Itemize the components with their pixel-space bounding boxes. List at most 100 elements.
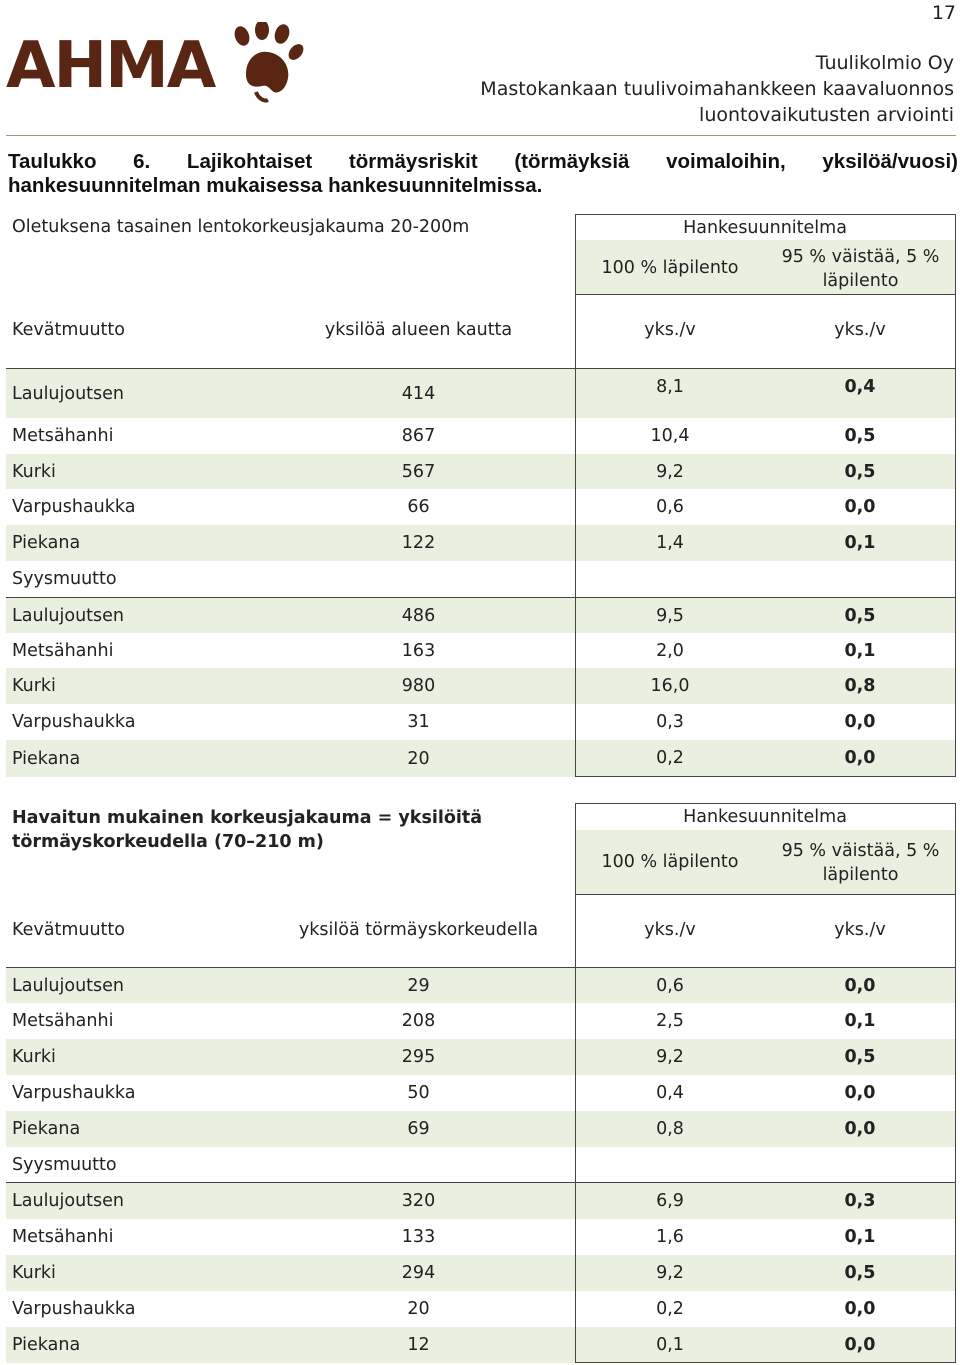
collisions-full-passage: 0,6 xyxy=(656,497,684,517)
species-name: Metsähanhi xyxy=(12,426,114,446)
table-row: Piekana 69 0,8 0,0 xyxy=(6,1111,955,1147)
table-row: Varpushaukka 20 0,2 0,0 xyxy=(6,1291,955,1327)
season-spring: Kevätmuutto xyxy=(12,320,125,340)
count-header: yksilöä alueen kautta xyxy=(324,320,513,340)
header-shade xyxy=(575,240,955,294)
table-title-line-2: törmäyskorkeudella (70–210 m) xyxy=(12,832,324,852)
table-row: Piekana 20 0,2 0,0 xyxy=(6,740,955,777)
collisions-full-passage: 1,4 xyxy=(656,533,684,553)
table-row: Metsähanhi 208 2,5 0,1 xyxy=(6,1003,955,1039)
logo-text: AHMA xyxy=(6,29,216,103)
row-shade xyxy=(575,1183,955,1219)
row-shade xyxy=(575,369,955,418)
species-name: Laulujoutsen xyxy=(12,383,125,404)
collisions-with-avoidance: 0,8 xyxy=(844,676,876,696)
collisions-full-passage: 10,4 xyxy=(650,426,690,446)
row-shade xyxy=(6,668,575,704)
plan-header: Hankesuunnitelma xyxy=(683,807,847,827)
collisions-with-avoidance: 0,1 xyxy=(844,1011,876,1031)
collisions-full-passage: 9,5 xyxy=(656,606,684,626)
collisions-with-avoidance: 0,0 xyxy=(844,497,876,517)
row-shade xyxy=(6,454,575,489)
bird-count: 567 xyxy=(401,461,436,482)
caption-word: yksilöä/vuosi) xyxy=(822,150,958,173)
row-shade xyxy=(575,668,955,704)
row-shade xyxy=(6,1183,575,1219)
collisions-with-avoidance: 0,5 xyxy=(844,606,876,626)
company-logo: AHMA xyxy=(6,22,306,106)
collisions-with-avoidance: 0,0 xyxy=(844,1119,876,1139)
species-name: Varpushaukka xyxy=(12,1083,136,1103)
row-shade xyxy=(6,598,575,633)
collisions-full-passage: 0,2 xyxy=(656,748,684,768)
header-shade xyxy=(575,830,955,894)
season-row: Syysmuutto xyxy=(6,1147,955,1182)
bird-count: 69 xyxy=(407,1119,430,1139)
species-name: Piekana xyxy=(12,533,81,553)
collisions-full-passage: 0,6 xyxy=(656,976,684,996)
table-row: Laulujoutsen 29 0,6 0,0 xyxy=(6,968,955,1003)
count-header: yksilöä törmäyskorkeudella xyxy=(298,920,539,940)
table-row: Laulujoutsen 414 8,1 0,4 xyxy=(6,369,955,418)
table-frame xyxy=(575,214,956,777)
collisions-with-avoidance: 0,5 xyxy=(844,462,876,482)
collisions-full-passage: 0,1 xyxy=(656,1335,684,1355)
species-name: Laulujoutsen xyxy=(12,605,125,626)
bird-count: 163 xyxy=(401,640,436,661)
collisions-full-passage: 1,6 xyxy=(656,1227,684,1247)
bird-count: 133 xyxy=(401,1227,436,1247)
collisions-with-avoidance: 0,0 xyxy=(844,1083,876,1103)
collisions-full-passage: 0,4 xyxy=(656,1083,684,1103)
caption-number: 6. xyxy=(133,150,151,173)
unit-header: yks./v xyxy=(834,320,886,340)
species-name: Varpushaukka xyxy=(12,497,136,517)
caption-word: (törmäyksiä xyxy=(514,150,630,173)
caption-label: Taulukko xyxy=(8,150,97,173)
species-name: Varpushaukka xyxy=(12,712,136,732)
table-row: Varpushaukka 31 0,3 0,0 xyxy=(6,704,955,740)
unit-header: yks./v xyxy=(834,920,886,940)
row-shade xyxy=(575,525,955,561)
collisions-with-avoidance: 0,0 xyxy=(844,748,876,768)
collisions-full-passage: 9,2 xyxy=(656,462,684,482)
row-shade xyxy=(575,968,955,1003)
collisions-with-avoidance: 0,5 xyxy=(844,1263,876,1283)
table-row: Kurki 567 9,2 0,5 xyxy=(6,454,955,489)
page-number: 17 xyxy=(931,2,956,24)
collisions-with-avoidance: 0,5 xyxy=(844,1047,876,1067)
caption-word: törmäysriskit xyxy=(348,150,478,173)
row-shade xyxy=(6,369,575,418)
row-shade xyxy=(575,1111,955,1147)
row-shade xyxy=(575,598,955,633)
section-rule xyxy=(6,597,955,598)
bird-count: 50 xyxy=(407,1083,430,1103)
collisions-with-avoidance: 0,0 xyxy=(844,976,876,996)
row-shade xyxy=(6,968,575,1003)
column-header-avoidance: 95 % väistää, 5 % läpilento xyxy=(781,841,940,885)
table-title: Havaitun mukainen korkeusjakauma = yksil… xyxy=(12,806,482,854)
collisions-full-passage: 16,0 xyxy=(650,676,690,696)
collisions-with-avoidance: 0,1 xyxy=(844,533,876,553)
collisions-with-avoidance: 0,1 xyxy=(844,1227,876,1247)
bird-count: 66 xyxy=(407,497,430,517)
species-name: Metsähanhi xyxy=(12,1227,114,1247)
table-row: Laulujoutsen 486 9,5 0,5 xyxy=(6,598,955,633)
collisions-full-passage: 0,2 xyxy=(656,1299,684,1319)
species-name: Piekana xyxy=(12,748,81,769)
species-name: Laulujoutsen xyxy=(12,1191,125,1211)
season-row: Syysmuutto xyxy=(6,561,955,597)
row-shade xyxy=(6,525,575,561)
collisions-full-passage: 9,2 xyxy=(656,1263,684,1283)
bird-count: 867 xyxy=(401,426,436,446)
species-name: Kurki xyxy=(12,1263,56,1283)
bird-count: 320 xyxy=(401,1191,436,1211)
collision-table-uniform: Oletuksena tasainen lentokorkeusjakauma … xyxy=(6,214,956,777)
row-shade xyxy=(575,454,955,489)
season-label: Syysmuutto xyxy=(12,569,117,589)
header-rule xyxy=(6,368,955,369)
caption-word: Lajikohtaiset xyxy=(186,150,313,173)
report-name: luontovaikutusten arviointi xyxy=(699,104,954,126)
table-row: Kurki 980 16,0 0,8 xyxy=(6,668,955,704)
caption-line-2: hankesuunnitelman mukaisessa hankesuunni… xyxy=(8,174,543,197)
bird-count: 31 xyxy=(407,712,430,732)
